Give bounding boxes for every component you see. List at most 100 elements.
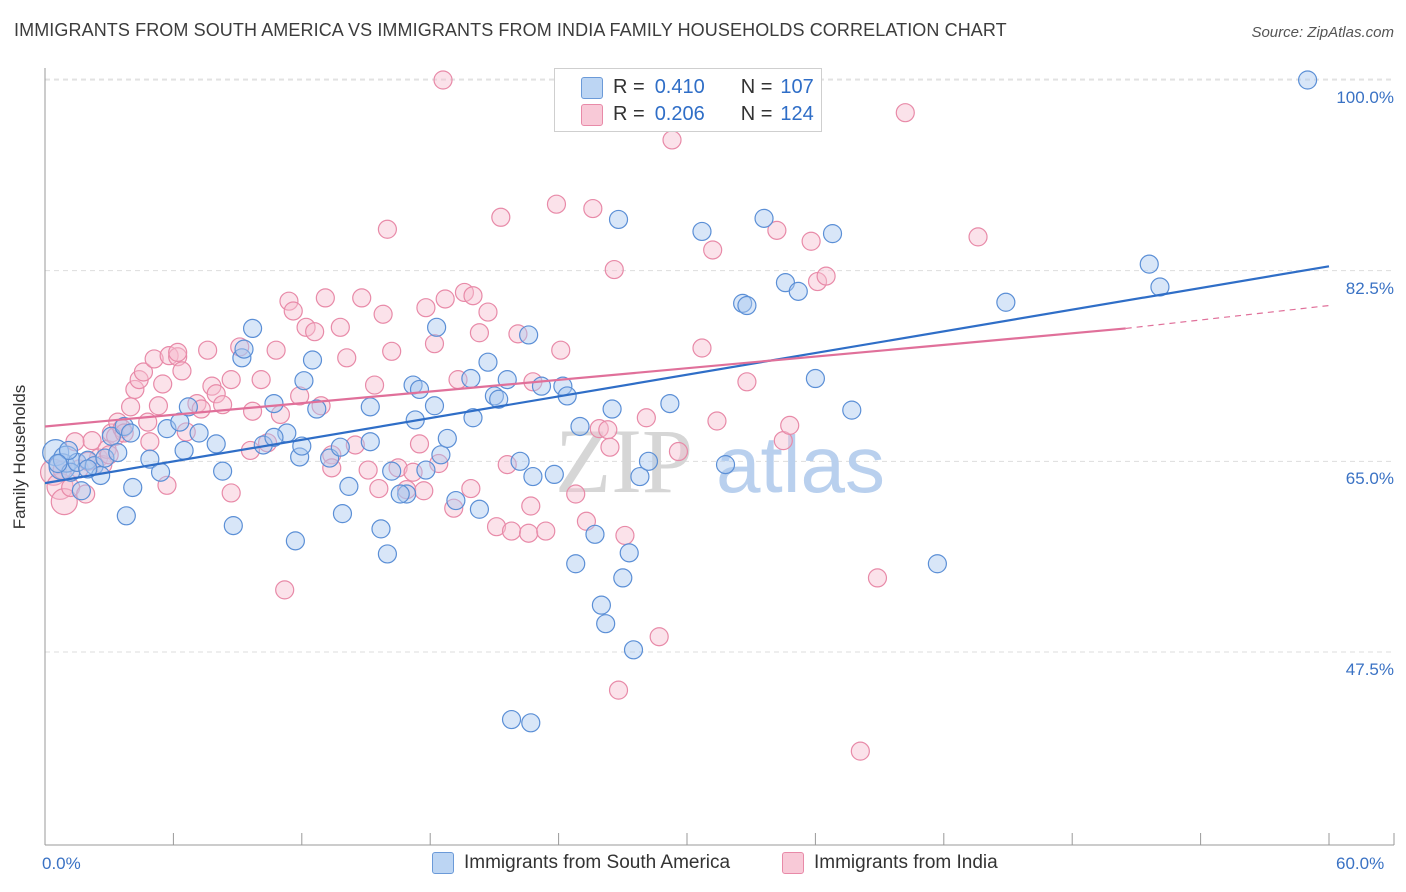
south-america-point — [116, 506, 136, 526]
south-america-point — [397, 484, 417, 504]
south-america-point — [805, 368, 826, 389]
india-point — [221, 370, 241, 390]
legend-n-value-blue: 107 — [780, 75, 814, 98]
south-america-point — [213, 461, 233, 481]
south-america-point — [692, 221, 712, 242]
south-america-point — [523, 466, 543, 487]
south-america-point — [501, 709, 522, 730]
india-point — [377, 219, 397, 239]
south-america-point — [585, 524, 605, 544]
india-point — [424, 334, 445, 354]
south-america-point — [285, 531, 305, 551]
india-point — [968, 227, 988, 247]
india-point — [266, 340, 286, 360]
trend-line-south-america — [44, 265, 1330, 485]
south-america-point — [48, 453, 68, 474]
south-america-point — [339, 476, 359, 496]
india-point — [133, 362, 154, 382]
india-point — [414, 481, 434, 501]
india-point — [767, 220, 787, 240]
south-america-point — [264, 427, 284, 447]
legend-r-label: R = — [613, 75, 645, 98]
india-point — [491, 207, 511, 227]
south-america-point — [121, 423, 141, 443]
legend-n-label: N = — [740, 75, 773, 98]
south-america-point — [463, 408, 483, 428]
south-america-point — [1139, 254, 1159, 274]
india-point — [345, 435, 365, 455]
trend-line-india-extension — [1125, 304, 1330, 330]
south-america-point — [71, 481, 91, 501]
india-point — [315, 288, 335, 308]
india-point — [692, 338, 712, 358]
india-point — [604, 259, 624, 280]
india-point — [816, 266, 836, 286]
india-point — [352, 288, 372, 308]
south-america-point — [170, 412, 190, 432]
india-point — [198, 340, 218, 360]
south-america-point — [822, 224, 843, 244]
india-point — [296, 317, 316, 337]
south-america-point — [409, 379, 430, 400]
india-point — [275, 580, 295, 600]
south-america-point — [58, 440, 79, 461]
y-tick-label: 82.5% — [1345, 278, 1394, 298]
series-legend-south-america: Immigrants from South America — [432, 852, 730, 874]
x-tick-label-right: 60.0% — [1336, 854, 1385, 873]
south-america-point — [619, 543, 639, 563]
watermark-atlas: atlas — [716, 420, 885, 509]
legend-r-value-pink: 0.206 — [654, 102, 705, 125]
india-point — [478, 302, 498, 322]
south-america-point — [174, 440, 194, 461]
india-point — [433, 70, 453, 90]
india-point — [221, 483, 241, 503]
india-point — [140, 432, 160, 452]
south-america-point — [178, 397, 198, 417]
india-point — [416, 298, 436, 318]
south-america-point — [566, 554, 586, 574]
legend-n-value-pink: 124 — [780, 102, 814, 125]
legend-swatch-pink — [581, 104, 603, 126]
south-america-point — [242, 318, 263, 339]
india-point — [290, 386, 310, 406]
south-america-point — [431, 445, 451, 465]
south-america-point — [461, 368, 481, 389]
south-america-point — [489, 389, 509, 409]
india-point — [82, 431, 102, 451]
india-point — [501, 521, 522, 541]
south-america-point — [519, 325, 539, 345]
india-point — [469, 323, 490, 343]
south-america-point — [78, 459, 98, 479]
india-point — [600, 437, 620, 457]
india-point — [508, 324, 528, 344]
india-point — [279, 291, 299, 311]
india-point — [444, 498, 464, 518]
south-america-point — [715, 455, 736, 475]
south-america-point — [390, 484, 410, 504]
india-point — [435, 289, 455, 309]
legend-n-label: N = — [740, 102, 773, 125]
south-america-point — [382, 461, 402, 481]
trend-lines — [44, 265, 1330, 485]
south-america-point — [424, 396, 445, 416]
south-america-point — [307, 399, 327, 419]
south-america-point — [469, 499, 490, 519]
south-america-point — [377, 544, 397, 564]
india-point — [780, 415, 800, 435]
south-america-point — [544, 464, 564, 485]
india-point — [409, 434, 430, 454]
south-america-point — [608, 209, 629, 230]
india-point — [337, 348, 357, 368]
south-america-point — [234, 339, 254, 359]
x-tick-label-left: 0.0% — [42, 854, 81, 873]
india-point — [50, 488, 78, 516]
south-america-point — [101, 426, 121, 446]
india-point — [649, 627, 669, 647]
correlation-legend: R = 0.410 N = 107 R = 0.206 N = 124 — [554, 68, 822, 132]
south-america-point — [437, 428, 457, 449]
india-point — [242, 401, 263, 421]
series-legend-india: Immigrants from India — [782, 852, 998, 874]
india-point — [737, 372, 757, 392]
south-america-point — [660, 393, 680, 414]
south-america-point — [630, 466, 650, 487]
